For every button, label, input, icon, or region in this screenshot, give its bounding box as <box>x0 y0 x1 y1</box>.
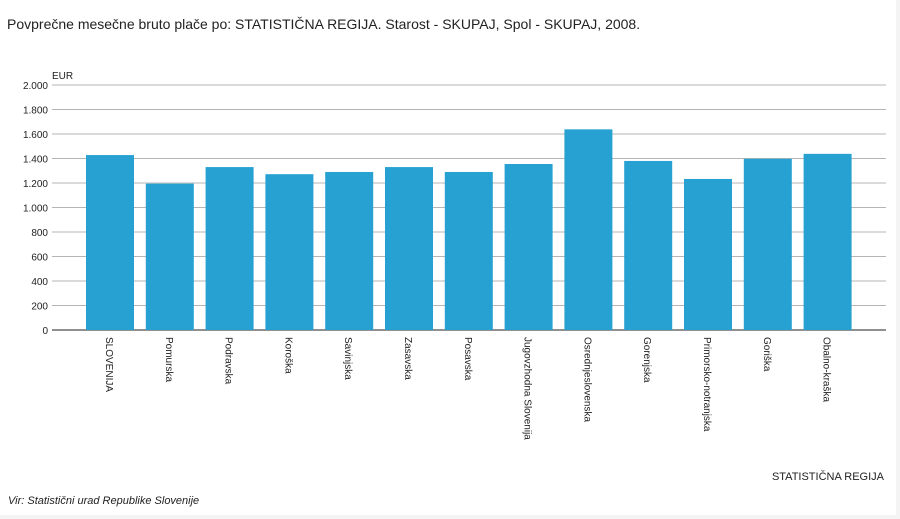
y-tick-label: 1.600 <box>23 130 48 141</box>
bar <box>444 171 493 330</box>
x-tick-label: Podravska <box>223 337 234 385</box>
y-tick-label: 1.000 <box>23 204 48 215</box>
bar <box>803 153 852 330</box>
source-note: Vir: Statistični urad Republike Slovenij… <box>8 495 200 507</box>
y-tick-label: 0 <box>42 326 48 337</box>
y-axis-label: EUR <box>52 71 73 82</box>
x-tick-label: Osrednjeslovenska <box>581 337 592 422</box>
bar <box>743 158 792 330</box>
x-tick-label: Jugovzhodna Slovenija <box>522 337 533 440</box>
y-tick-label: 1.800 <box>23 106 48 117</box>
bar <box>504 164 553 330</box>
bar <box>145 183 194 330</box>
bar <box>205 167 254 330</box>
y-tick-labels: 0 200 400 600 800 1.000 1.200 1.400 1.600 1.800 2.… <box>23 81 48 337</box>
bar <box>265 174 314 330</box>
bar <box>385 167 433 330</box>
bar <box>325 171 374 330</box>
y-tick-label: 400 <box>31 277 48 288</box>
x-tick-label: Savinjska <box>342 337 353 380</box>
bars <box>86 129 852 330</box>
x-tick-label: Koroška <box>282 337 293 374</box>
bar <box>564 129 613 330</box>
y-tick-label: 600 <box>31 253 48 264</box>
x-tick-label: Obalno-kraška <box>821 337 832 402</box>
y-tick-label: 800 <box>31 228 48 239</box>
chart-title: Povprečne mesečne bruto plače po: STATIS… <box>7 16 641 32</box>
x-tick-label: Posavska <box>462 337 473 381</box>
x-tick-label: Goriška <box>761 337 772 372</box>
x-tick-label: Zasavska <box>402 337 413 380</box>
y-tick-label: 1.400 <box>23 155 48 166</box>
x-axis-label: STATISTIČNA REGIJA <box>772 470 885 483</box>
x-tick-label: Gorenjska <box>641 337 652 383</box>
x-tick-label: SLOVENIJA <box>103 337 114 392</box>
bar <box>684 178 732 330</box>
x-tick-labels: SLOVENIJA Pomurska Podravska Koroška Savinjs… <box>103 337 832 440</box>
y-tick-label: 200 <box>31 302 48 313</box>
y-tick-label: 1.200 <box>23 179 48 190</box>
y-tick-label: 2.000 <box>23 81 48 92</box>
bar-chart: 0 200 400 600 800 1.000 1.200 1.400 1.600 1.800 2.… <box>23 71 886 483</box>
bar <box>86 155 134 330</box>
x-tick-label: Primorsko-notranjska <box>701 337 712 432</box>
bar <box>624 160 673 330</box>
x-tick-label: Pomurska <box>163 337 174 382</box>
